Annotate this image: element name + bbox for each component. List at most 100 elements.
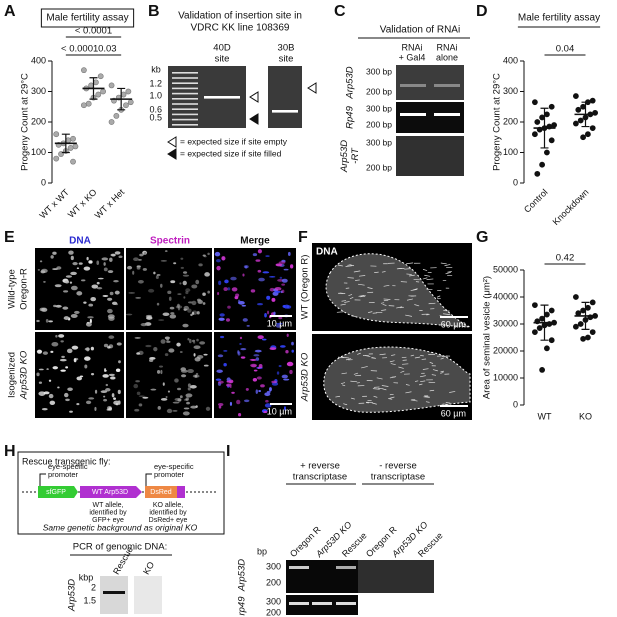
speck — [69, 410, 73, 413]
speck — [227, 305, 231, 309]
gel-band — [289, 566, 309, 569]
label: site — [279, 54, 294, 65]
texture — [422, 368, 429, 370]
speck — [83, 301, 87, 304]
speck — [271, 380, 278, 384]
speck — [269, 387, 272, 392]
speck — [100, 390, 108, 394]
speck — [79, 375, 84, 378]
texture — [443, 313, 450, 315]
label: promoter — [48, 470, 79, 479]
speck — [64, 280, 70, 284]
speck — [291, 341, 294, 346]
speck — [87, 316, 94, 319]
label: 30B — [278, 43, 295, 54]
label: + reverse — [300, 461, 340, 472]
speck — [193, 345, 201, 350]
speck — [216, 369, 223, 373]
texture — [389, 396, 395, 399]
data-point — [577, 117, 584, 124]
texture — [358, 275, 366, 277]
speck — [58, 334, 65, 338]
speck — [36, 372, 40, 377]
error-bar — [89, 77, 98, 100]
texture — [349, 264, 355, 267]
y-tick-label: 400 — [31, 55, 46, 65]
x-tick-label: KO — [579, 411, 592, 421]
speck — [105, 383, 109, 387]
speck — [257, 269, 262, 273]
texture — [361, 366, 368, 369]
data-point — [123, 102, 129, 109]
speck — [137, 259, 142, 261]
ladder-band — [172, 77, 198, 79]
data-point — [589, 329, 596, 335]
texture — [436, 295, 441, 298]
speck — [38, 381, 43, 384]
speck — [274, 287, 282, 291]
texture — [358, 295, 365, 297]
ladder-band — [172, 98, 198, 100]
speck — [64, 392, 69, 398]
texture — [440, 262, 447, 265]
label: 300 — [266, 561, 281, 571]
speck — [255, 259, 261, 262]
label: Oregon-R — [19, 268, 30, 310]
y-tick-label: 200 — [31, 116, 46, 126]
texture — [341, 372, 348, 375]
speck — [136, 391, 141, 396]
ladder-label: 1.2 — [149, 78, 162, 88]
speck — [225, 318, 230, 322]
promoter-arrow — [145, 473, 152, 486]
texture — [345, 358, 352, 361]
label: Arp53D — [345, 66, 356, 99]
texture — [353, 372, 359, 375]
data-point — [544, 345, 550, 352]
arrowhead — [167, 136, 177, 148]
speck — [188, 301, 194, 304]
speck — [155, 275, 159, 279]
speck — [50, 350, 54, 353]
label: Wild-type — [7, 269, 18, 309]
data-point — [81, 102, 87, 109]
speck — [91, 284, 99, 289]
speck — [239, 336, 243, 340]
y-tick-label: 0 — [41, 177, 46, 187]
texture — [415, 380, 419, 382]
data-point — [539, 161, 545, 168]
label: + Gal4 — [399, 52, 426, 62]
label: eye-specific — [48, 462, 88, 471]
texture — [350, 397, 355, 400]
speck — [185, 397, 189, 401]
speck — [237, 351, 241, 356]
data-point — [127, 99, 134, 106]
speck — [256, 303, 264, 306]
speck — [101, 257, 109, 261]
texture — [406, 273, 412, 275]
speck — [117, 389, 121, 395]
label: GFP+ eye — [92, 517, 124, 524]
texture — [414, 356, 421, 359]
label: transcriptase — [371, 472, 425, 483]
data-point — [532, 329, 538, 335]
speck — [174, 397, 182, 401]
speck — [74, 310, 80, 314]
speck — [217, 402, 224, 407]
ladder-label: 1.0 — [149, 90, 162, 100]
speck — [281, 289, 285, 294]
speck — [219, 313, 225, 317]
speck — [230, 276, 237, 281]
error-bar — [117, 87, 126, 111]
label: RNAi — [401, 42, 422, 52]
texture — [405, 391, 412, 394]
label: 300 bp — [366, 66, 392, 76]
gel-band — [434, 84, 460, 87]
gel-band — [204, 96, 240, 99]
speck — [267, 310, 270, 315]
speck — [190, 405, 197, 409]
speck — [185, 393, 193, 398]
image — [268, 66, 302, 128]
speck — [191, 284, 198, 289]
texture — [447, 270, 453, 273]
speck — [110, 253, 116, 257]
